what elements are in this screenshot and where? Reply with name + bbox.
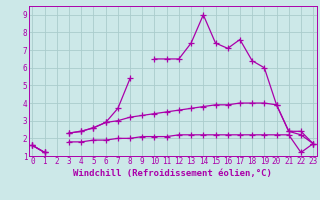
X-axis label: Windchill (Refroidissement éolien,°C): Windchill (Refroidissement éolien,°C) bbox=[73, 169, 272, 178]
